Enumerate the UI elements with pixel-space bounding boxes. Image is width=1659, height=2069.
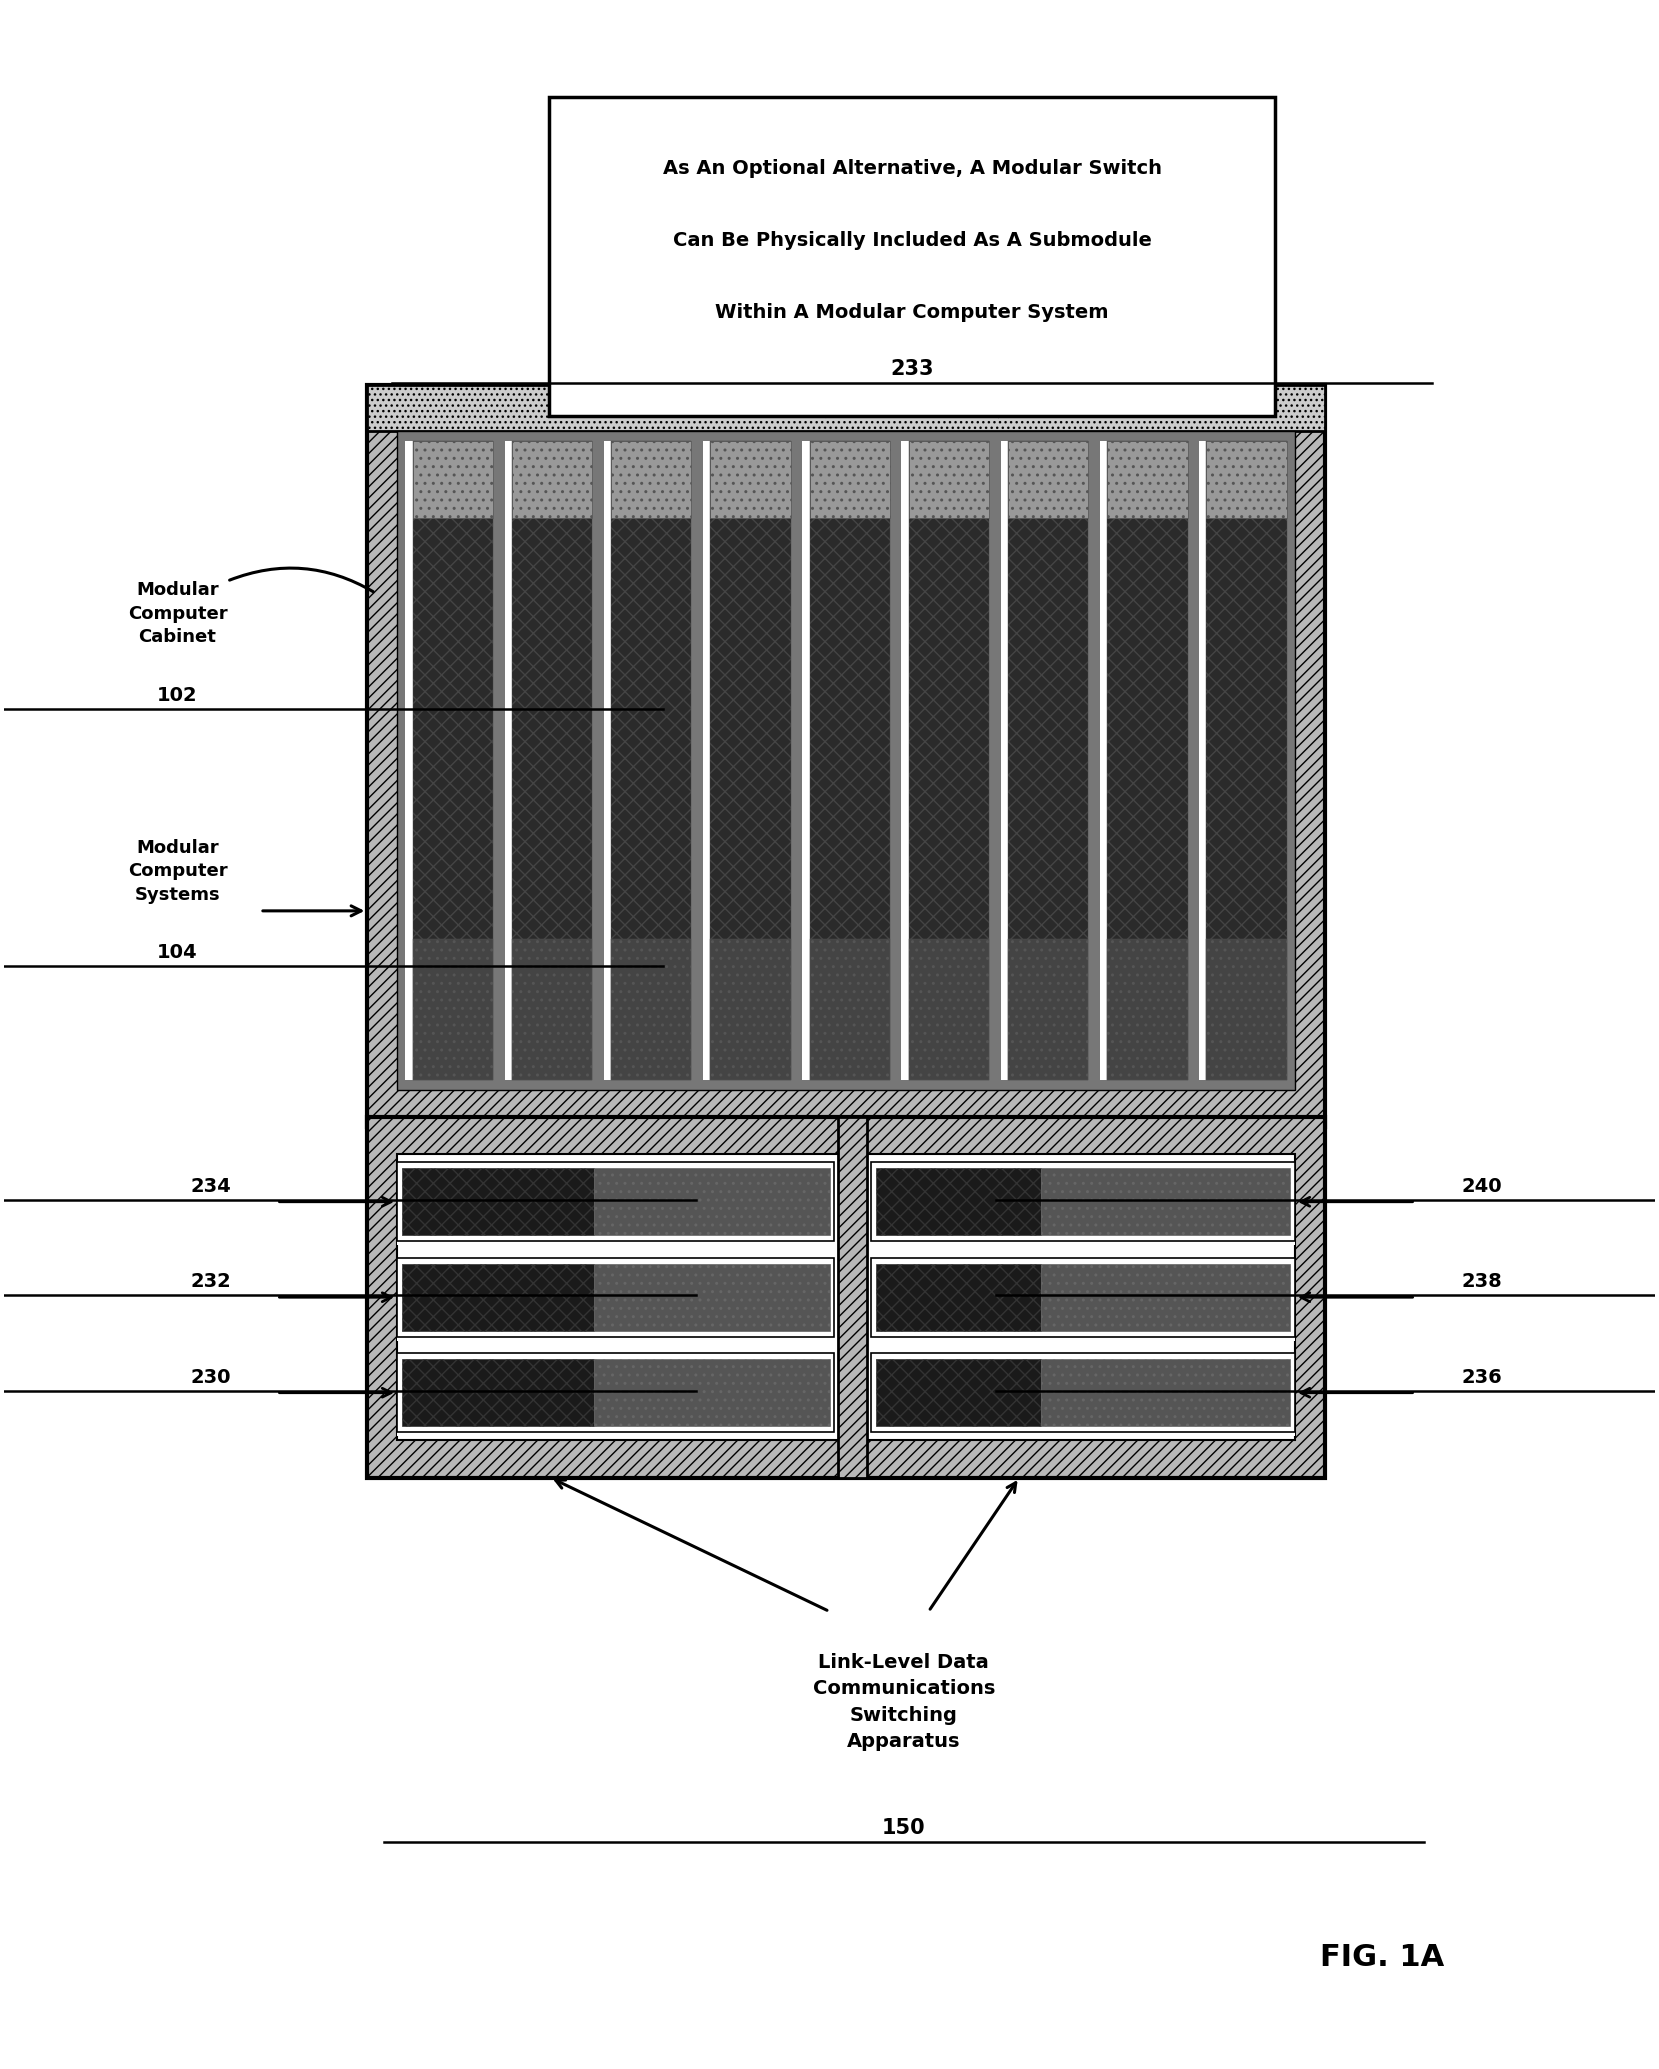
Bar: [594, 1264, 830, 1330]
Bar: [1199, 441, 1206, 1080]
Bar: [710, 441, 791, 1080]
Bar: [803, 441, 810, 1080]
Text: 232: 232: [191, 1272, 231, 1291]
Bar: [397, 430, 1296, 1090]
Bar: [401, 1359, 594, 1426]
Bar: [876, 1169, 1042, 1235]
Text: As An Optional Alternative, A Modular Switch: As An Optional Alternative, A Modular Sw…: [662, 159, 1161, 178]
Bar: [1009, 939, 1088, 1080]
Bar: [1107, 441, 1188, 517]
Bar: [401, 1264, 594, 1330]
Bar: [1042, 1359, 1291, 1426]
Bar: [1000, 441, 1009, 1080]
Bar: [611, 939, 692, 1080]
Bar: [397, 1163, 834, 1241]
Bar: [611, 441, 692, 517]
Bar: [710, 939, 791, 1080]
Bar: [810, 939, 889, 1080]
Bar: [405, 441, 413, 1080]
Bar: [710, 441, 791, 517]
Bar: [1206, 441, 1287, 1080]
Bar: [397, 1239, 834, 1246]
Bar: [397, 1430, 834, 1436]
Bar: [367, 385, 1324, 1128]
Text: 234: 234: [191, 1177, 231, 1196]
Text: Link-Level Data
Communications
Switching
Apparatus: Link-Level Data Communications Switching…: [813, 1653, 995, 1750]
Bar: [871, 1353, 1296, 1432]
Bar: [367, 385, 1324, 430]
Bar: [1009, 441, 1088, 1080]
Bar: [703, 441, 710, 1080]
Bar: [513, 939, 592, 1080]
Bar: [513, 441, 592, 517]
Bar: [1042, 1169, 1291, 1235]
Bar: [413, 441, 493, 517]
Bar: [901, 441, 909, 1080]
Bar: [413, 441, 493, 1080]
Text: 240: 240: [1462, 1177, 1501, 1196]
Text: Modular
Computer
Cabinet: Modular Computer Cabinet: [128, 581, 227, 646]
Bar: [367, 1117, 1324, 1477]
Bar: [876, 1264, 1042, 1330]
Bar: [838, 1117, 868, 1477]
Bar: [397, 1155, 1296, 1440]
Text: Modular
Computer
Systems: Modular Computer Systems: [128, 838, 227, 904]
Bar: [1009, 441, 1088, 517]
Text: 230: 230: [191, 1368, 231, 1386]
Bar: [871, 1163, 1296, 1241]
Bar: [397, 1335, 834, 1341]
Bar: [1100, 441, 1107, 1080]
Text: Can Be Physically Included As A Submodule: Can Be Physically Included As A Submodul…: [672, 232, 1151, 250]
Bar: [604, 441, 611, 1080]
Bar: [594, 1359, 830, 1426]
Bar: [909, 939, 989, 1080]
Bar: [1206, 939, 1287, 1080]
Bar: [1107, 939, 1188, 1080]
Text: 104: 104: [158, 943, 197, 962]
Text: FIG. 1A: FIG. 1A: [1321, 1943, 1445, 1972]
Bar: [909, 441, 989, 1080]
Text: 102: 102: [158, 685, 197, 706]
Bar: [871, 1258, 1296, 1337]
Text: 233: 233: [891, 360, 934, 379]
Bar: [876, 1359, 1042, 1426]
Bar: [549, 97, 1276, 416]
Bar: [1206, 441, 1287, 517]
Bar: [401, 1169, 594, 1235]
Text: 236: 236: [1462, 1368, 1501, 1386]
Bar: [513, 441, 592, 1080]
Bar: [504, 441, 513, 1080]
Text: 238: 238: [1462, 1272, 1501, 1291]
Bar: [594, 1169, 830, 1235]
Bar: [397, 1258, 834, 1337]
Bar: [611, 441, 692, 1080]
Bar: [871, 1239, 1296, 1246]
Bar: [871, 1335, 1296, 1341]
Bar: [1107, 441, 1188, 1080]
Text: Within A Modular Computer System: Within A Modular Computer System: [715, 302, 1108, 323]
Bar: [1042, 1264, 1291, 1330]
Bar: [909, 441, 989, 517]
Bar: [397, 1353, 834, 1432]
Bar: [810, 441, 889, 1080]
Bar: [810, 441, 889, 517]
Text: 150: 150: [883, 1819, 926, 1837]
Bar: [871, 1430, 1296, 1436]
Bar: [413, 939, 493, 1080]
